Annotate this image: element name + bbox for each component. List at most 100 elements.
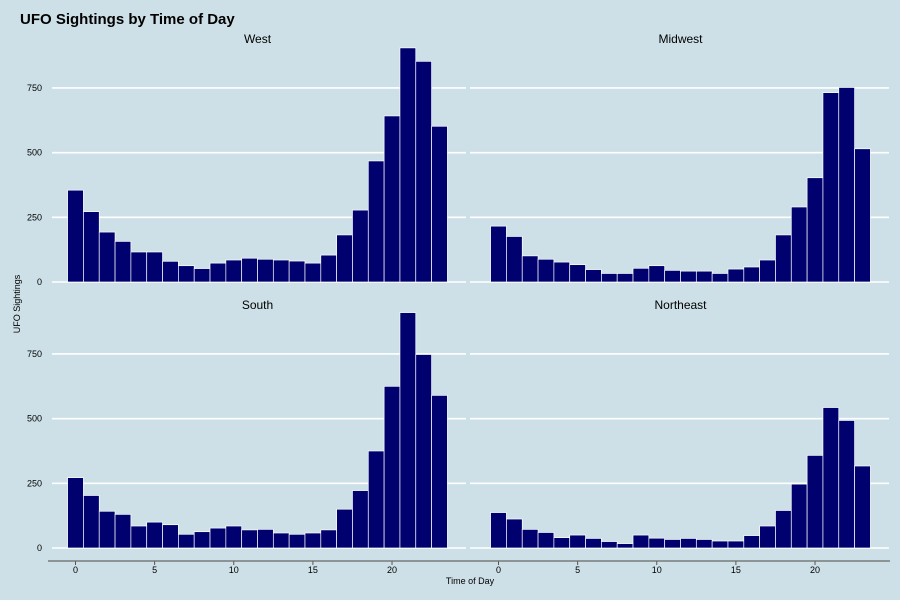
- bar: [553, 261, 571, 283]
- bar: [616, 273, 634, 283]
- bar: [67, 477, 84, 549]
- bar: [431, 125, 448, 283]
- y-tick-label: 750: [27, 83, 42, 93]
- bar: [178, 265, 195, 283]
- x-tick-label: 0: [496, 565, 501, 575]
- bar: [759, 525, 776, 549]
- bar: [680, 270, 697, 283]
- y-tick-label: 0: [37, 543, 42, 553]
- bar: [146, 521, 163, 549]
- bar: [585, 269, 602, 283]
- bar: [585, 538, 602, 549]
- facet-label: Northeast: [654, 298, 707, 312]
- bar: [806, 177, 824, 283]
- bar: [838, 420, 855, 549]
- bar: [822, 92, 840, 283]
- bar: [680, 538, 697, 549]
- bar: [320, 254, 337, 283]
- x-tick-label: 5: [575, 565, 580, 575]
- bar: [383, 115, 401, 283]
- bar: [569, 264, 586, 283]
- bar: [83, 211, 100, 283]
- bar: [711, 273, 729, 283]
- bar: [806, 455, 824, 549]
- bar: [130, 251, 148, 283]
- y-tick-label: 250: [27, 478, 42, 488]
- bar: [822, 407, 840, 549]
- bar: [727, 540, 745, 549]
- bar: [336, 234, 353, 283]
- bar: [743, 266, 760, 283]
- bar: [775, 510, 792, 549]
- bar: [272, 259, 290, 283]
- bar: [130, 525, 148, 549]
- bar: [178, 533, 195, 549]
- bar: [209, 527, 227, 549]
- axes-layer: Time of Day UFO Sightings: [12, 274, 890, 586]
- y-tick-label: 0: [37, 277, 42, 287]
- facet-label: South: [242, 298, 273, 312]
- bar: [304, 532, 322, 549]
- bar: [146, 251, 163, 283]
- bar: [506, 236, 523, 283]
- bar: [553, 537, 571, 549]
- bar: [288, 260, 306, 283]
- x-tick-label: 10: [652, 565, 662, 575]
- bar: [759, 259, 776, 283]
- bar: [225, 525, 243, 549]
- bar: [304, 262, 322, 283]
- x-tick-label: 0: [73, 565, 78, 575]
- y-tick-label: 500: [27, 414, 42, 424]
- bar: [415, 60, 432, 283]
- x-tick-label: 20: [810, 565, 820, 575]
- bar: [790, 206, 808, 283]
- bar: [632, 267, 650, 283]
- bar: [838, 87, 855, 283]
- bar: [399, 312, 417, 549]
- bar: [537, 532, 555, 549]
- bar: [521, 255, 539, 283]
- bar: [490, 225, 507, 283]
- bar: [193, 268, 211, 283]
- facet-label: Midwest: [658, 32, 703, 46]
- bar: [854, 465, 871, 549]
- bar: [352, 209, 369, 283]
- bar: [67, 189, 84, 283]
- bar: [114, 514, 132, 549]
- bar: [695, 539, 713, 549]
- y-axis-title: UFO Sightings: [12, 274, 22, 333]
- panel-midwest: Midwest: [470, 32, 889, 283]
- bar: [521, 529, 539, 549]
- bar: [241, 257, 258, 283]
- y-tick-label: 500: [27, 148, 42, 158]
- bar: [193, 531, 211, 549]
- x-tick-label: 5: [152, 565, 157, 575]
- bar: [383, 385, 401, 549]
- y-tick-label: 750: [27, 349, 42, 359]
- bar: [648, 265, 666, 283]
- bar: [648, 537, 666, 549]
- bar: [632, 534, 650, 549]
- panels-layer: West 0 250 500 750 Midwest South 0 250 500 750 0 5 10…: [27, 32, 889, 575]
- bar: [790, 483, 808, 549]
- bar: [601, 541, 618, 549]
- bar: [114, 241, 132, 283]
- bar: [225, 259, 243, 283]
- bar: [83, 495, 100, 549]
- bar: [695, 270, 713, 283]
- bar: [209, 262, 227, 283]
- x-tick-label: 15: [731, 565, 741, 575]
- bar: [727, 268, 745, 283]
- bar: [415, 354, 432, 549]
- bar: [854, 148, 871, 283]
- bar: [352, 490, 369, 549]
- bar: [98, 510, 116, 549]
- panel-south: South 0 250 500 750 0 5 10 15 20: [27, 298, 466, 575]
- x-tick-label: 10: [229, 565, 239, 575]
- x-tick-label: 20: [387, 565, 397, 575]
- bar: [601, 273, 618, 283]
- bar: [711, 540, 729, 549]
- bar: [272, 532, 290, 549]
- bar: [336, 508, 353, 549]
